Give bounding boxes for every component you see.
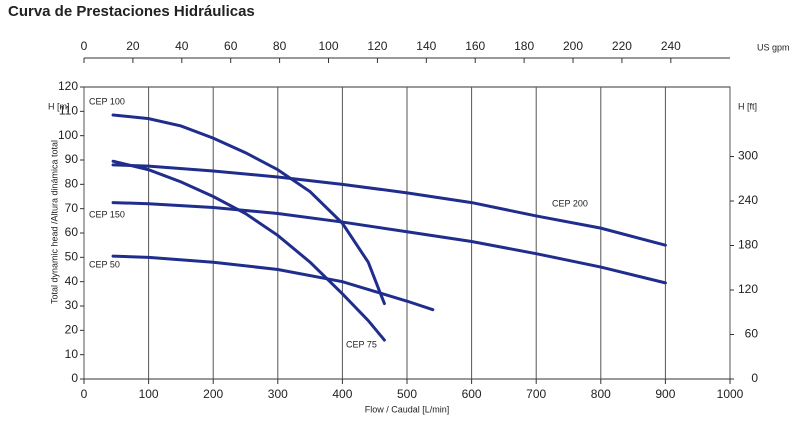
x2-tick-label: 80 [273,39,287,53]
series-line [111,159,386,342]
x2-label: US gpm [757,42,790,52]
y-label: Total dynamic head /Altura dinámica tota… [49,140,59,304]
y-tick-label: 30 [65,298,79,312]
x-tick-label: 700 [526,387,546,401]
chart-title: Curva de Prestaciones Hidráulicas [8,3,255,20]
y2-tick-label: 120 [738,282,758,296]
y-tick-label: 80 [65,177,79,191]
y-label-top: H [m] [48,101,70,111]
x2-tick-label: 60 [224,39,238,53]
series-line [111,254,435,312]
x2-tick-label: 180 [514,39,534,53]
x-tick-label: 300 [268,387,288,401]
series-label: CEP 100 [89,96,125,106]
y-tick-label: 0 [71,371,78,385]
series-line [111,163,667,247]
series-label: CEP 50 [89,259,120,269]
y-tick-label: 20 [65,323,79,337]
x-tick-label: 200 [203,387,223,401]
x2-tick-label: 140 [416,39,436,53]
x-tick-label: 1000 [717,387,744,401]
y-tick-label: 120 [58,79,78,93]
x2-tick-label: 240 [661,39,681,53]
y2-tick-label: 300 [738,149,758,163]
x2-tick-label: 100 [318,39,338,53]
y2-label-top: H [ft] [738,101,757,111]
x2-tick-label: 0 [81,39,88,53]
x2-tick-label: 20 [126,39,140,53]
x-label: Flow / Caudal [L/min] [365,404,450,414]
x-tick-label: 400 [332,387,352,401]
series-label: CEP 150 [89,209,125,219]
x-tick-label: 600 [462,387,482,401]
x-tick-label: 900 [655,387,675,401]
series-label: CEP 75 [346,339,377,349]
y-tick-label: 50 [65,250,79,264]
series-line [111,201,667,285]
x2-tick-label: 220 [612,39,632,53]
x2-tick-label: 120 [367,39,387,53]
y-tick-label: 110 [59,104,78,118]
y-tick-label: 40 [65,274,79,288]
y-tick-label: 90 [65,152,79,166]
y2-tick-label: 0 [751,371,758,385]
x-tick-label: 0 [81,387,88,401]
x-tick-label: 500 [397,387,417,401]
y-tick-label: 60 [65,225,79,239]
series-label: CEP 200 [552,198,588,208]
y2-tick-label: 60 [745,327,759,341]
y-tick-label: 100 [58,128,78,142]
y-tick-label: 70 [65,201,79,215]
x2-tick-label: 40 [175,39,189,53]
x2-tick-label: 160 [465,39,485,53]
y-tick-label: 10 [65,347,79,361]
y2-tick-label: 180 [738,238,758,252]
y2-tick-label: 240 [738,193,758,207]
series-line [111,113,386,306]
x2-tick-label: 200 [563,39,583,53]
x-tick-label: 800 [591,387,611,401]
x-tick-label: 100 [139,387,159,401]
